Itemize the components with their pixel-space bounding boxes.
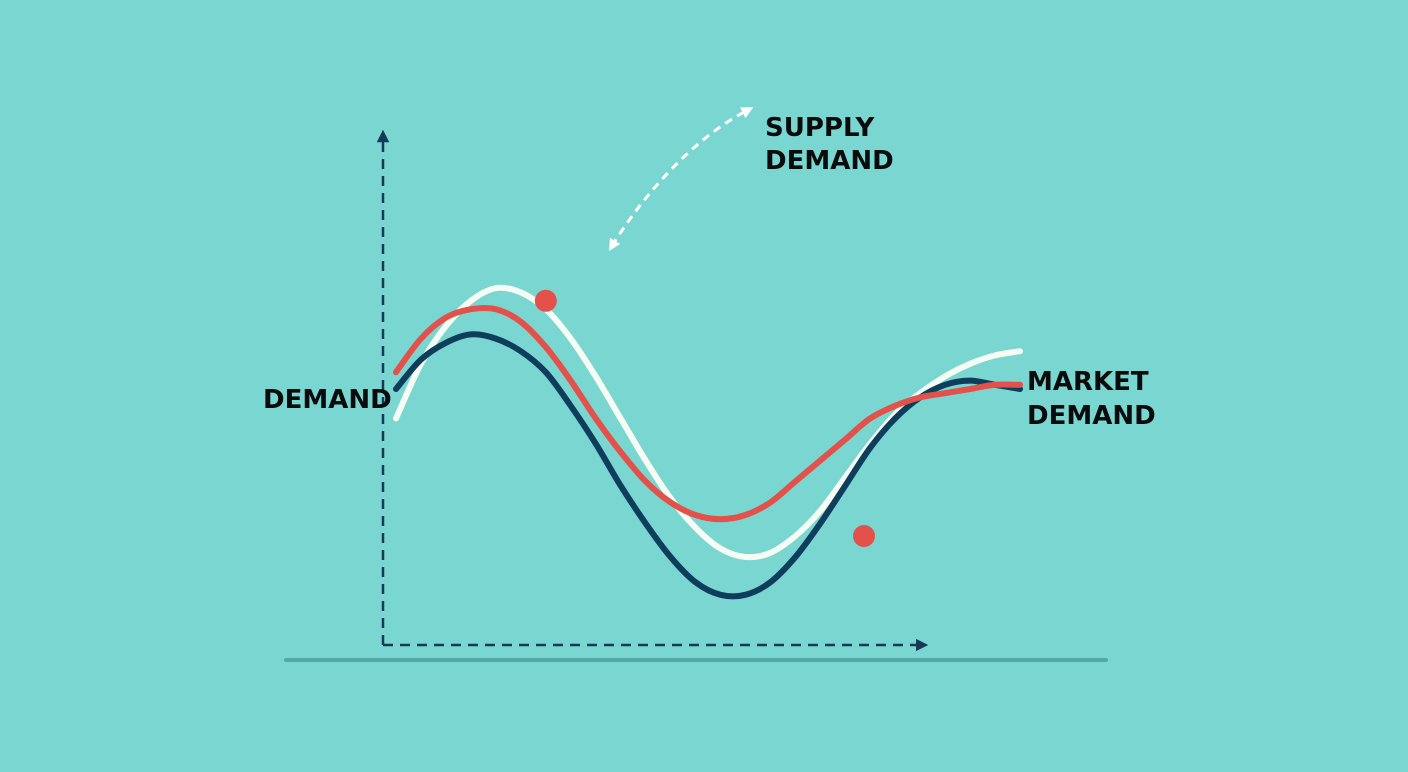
series-layer (393, 284, 1023, 600)
supply-demand-label-line2: DEMAND (765, 146, 894, 176)
demand-axis-label: DEMAND (263, 385, 392, 415)
series-line-navy (393, 331, 1023, 600)
market-demand-label-line1: MARKET (1027, 367, 1149, 397)
supply-demand-label-line1: SUPPLY (765, 113, 875, 143)
series-point-red-1 (534, 289, 557, 312)
series-point-red-2 (853, 525, 875, 547)
market-demand-label-line2: DEMAND (1027, 401, 1156, 431)
curved-double-arrow (608, 107, 754, 252)
series-line-white (393, 284, 1023, 561)
series-line-red (393, 304, 1023, 523)
